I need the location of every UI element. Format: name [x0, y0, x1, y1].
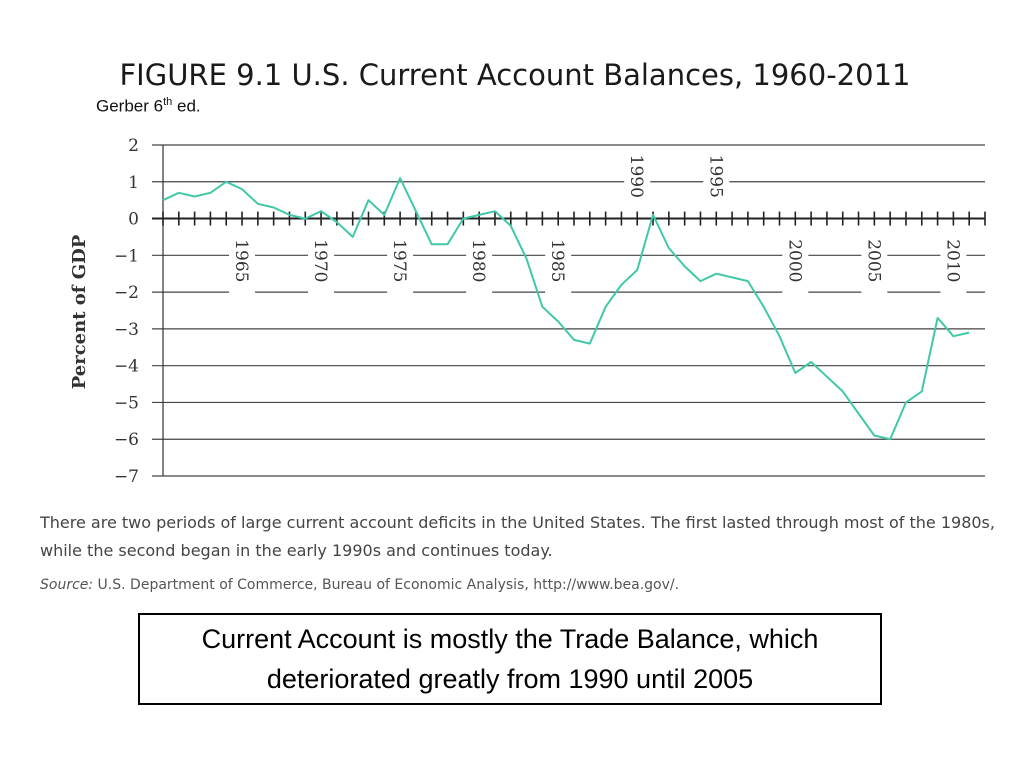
x-tick-label: 1980	[468, 239, 488, 282]
y-tick-label: −5	[114, 393, 139, 413]
y-tick-label: 1	[128, 173, 139, 193]
tick-label-gap	[861, 228, 888, 294]
subtitle-superscript: th	[163, 96, 173, 108]
y-tick-label: 0	[128, 210, 139, 230]
y-tick-label: −1	[114, 246, 139, 266]
subtitle: Gerber 6th ed.	[96, 96, 201, 117]
y-tick-label: −6	[114, 430, 139, 450]
series-line-group	[162, 177, 970, 441]
series-line	[162, 177, 970, 441]
x-tick-labels: 1965 1970 1975 1980 1985 1990 1995 2000 2005 2010	[229, 153, 967, 294]
x-tick-label: 1970	[310, 239, 330, 282]
x-tick-label: 1995	[705, 155, 725, 198]
source-line: Source: U.S. Department of Commerce, Bur…	[40, 577, 1000, 593]
tick-label-gap	[387, 228, 414, 294]
tick-label-gap	[940, 228, 967, 294]
y-tick-label: −2	[114, 283, 139, 303]
y-tick-label: −7	[114, 467, 139, 487]
y-tick-label: −3	[114, 320, 139, 340]
x-tick-label: 2000	[784, 239, 804, 282]
tick-label-gap	[545, 228, 572, 294]
source-text: U.S. Department of Commerce, Bureau of E…	[93, 577, 680, 593]
grid-lines	[152, 144, 985, 477]
tick-label-gap	[229, 228, 256, 294]
x-tick-label: 1990	[626, 155, 646, 198]
x-tick-label: 2005	[863, 239, 883, 282]
y-tick-label: −4	[114, 357, 139, 377]
tick-label-gap	[308, 228, 335, 294]
tick-label-gap	[466, 228, 493, 294]
x-tick-label: 1975	[389, 239, 409, 282]
tick-label-gap	[782, 228, 809, 294]
subtitle-tail: ed.	[172, 96, 201, 116]
y-tick-label: 2	[128, 136, 139, 156]
source-label: Source:	[40, 577, 94, 593]
figure-caption: There are two periods of large current a…	[40, 513, 995, 560]
x-tick-label: 1985	[547, 239, 567, 282]
x-axis	[152, 211, 986, 226]
y-axis: 2 1 0 −1 −2 −3 −4 −5 −6 −7	[114, 136, 164, 487]
note-box: Current Account is mostly the Trade Bala…	[138, 613, 882, 705]
current-account-chart: 210−1−2−3−4−5−6−7 1965 1970 1975 1980 198519…	[69, 136, 986, 487]
subtitle-main: Gerber 6	[96, 96, 164, 116]
slide-title: FIGURE 9.1 U.S. Current Account Balances…	[119, 58, 911, 92]
y-axis-label: Percent of GDP	[69, 234, 90, 389]
x-tick-label: 1965	[231, 239, 251, 282]
tick-label-gap	[703, 153, 730, 209]
tick-label-gap	[624, 153, 651, 209]
x-tick-label: 2010	[942, 239, 962, 282]
